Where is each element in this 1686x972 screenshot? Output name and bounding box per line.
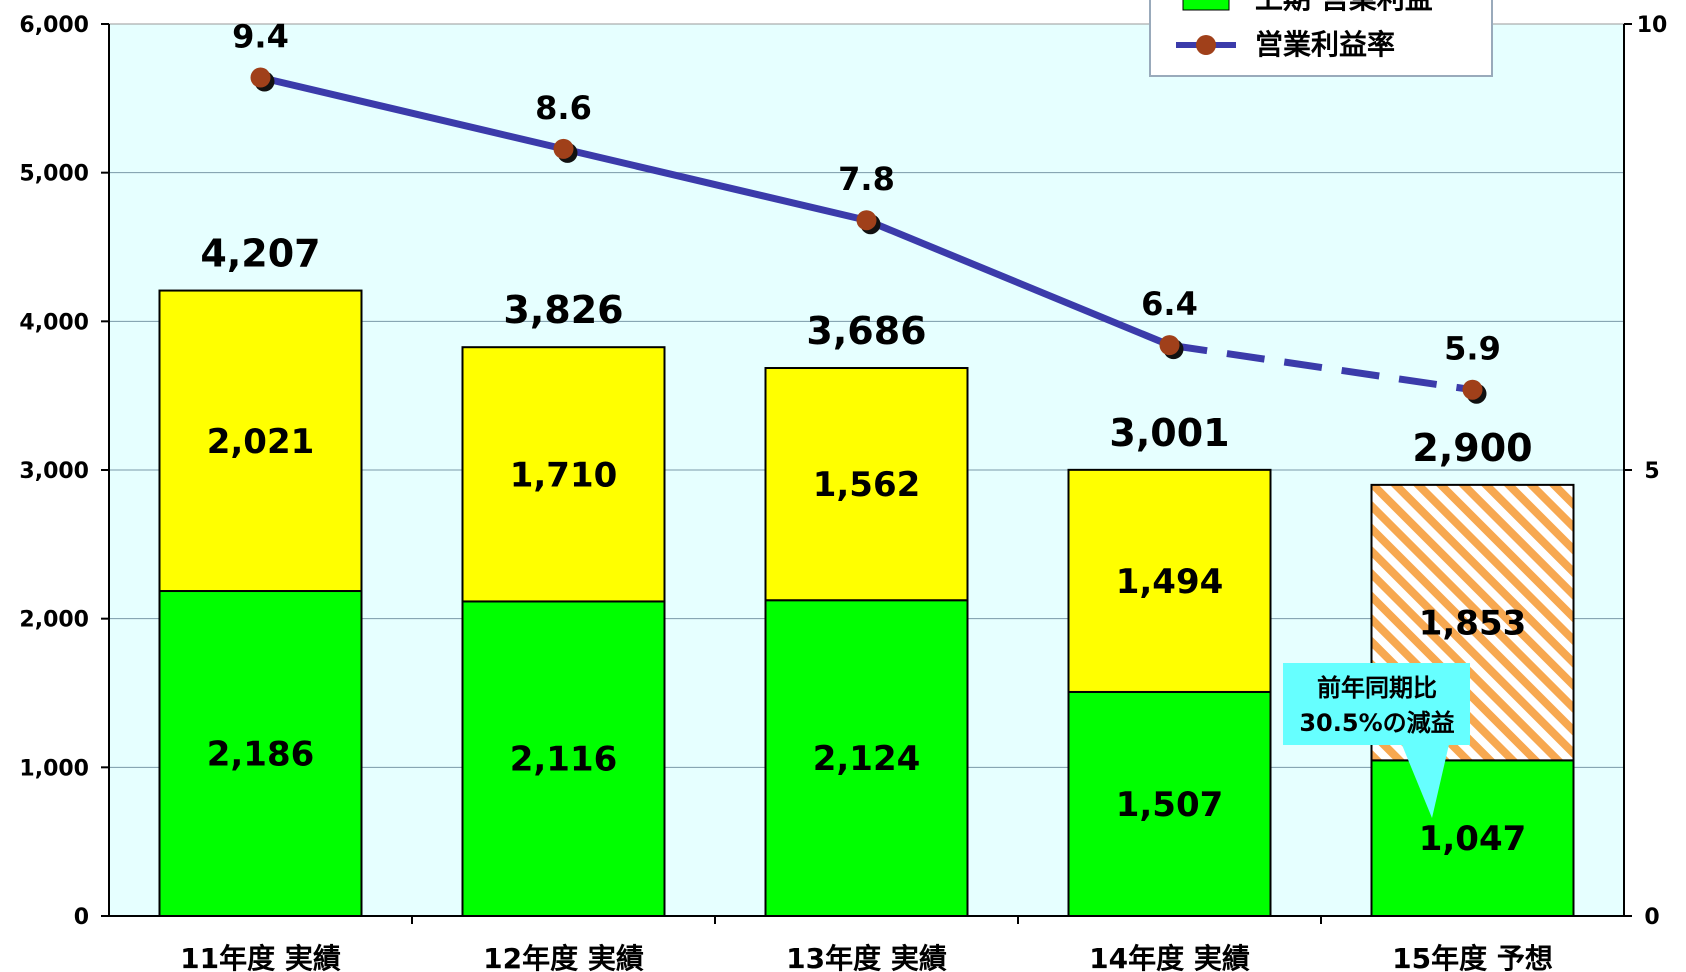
bar-segment-lower bbox=[461, 600, 666, 917]
bar-segment-upper bbox=[158, 289, 363, 593]
bar-label-upper: 1,710 bbox=[510, 455, 618, 495]
rate-point bbox=[553, 138, 574, 159]
legend-entry-1: 上期 営業利益 bbox=[1255, 0, 1433, 15]
bar-label-upper: 1,562 bbox=[813, 465, 921, 505]
bars: 2,186 2,021 4,207 2,116 1,710 3,826 2,124 1,562… bbox=[158, 232, 1575, 918]
rate-line: 9.4 8.6 7.8 6.4 5.9 bbox=[232, 18, 1501, 404]
bar-segment-upper bbox=[461, 346, 666, 603]
bar-label-upper: 2,021 bbox=[207, 422, 315, 462]
bar-label-upper: 1,853 bbox=[1419, 604, 1527, 644]
bar-label-lower: 1,047 bbox=[1419, 819, 1527, 859]
rate-label: 7.8 bbox=[838, 160, 895, 198]
bar-segment-lower bbox=[1370, 759, 1575, 918]
legend-marker bbox=[1196, 35, 1216, 55]
legend-entry-2: 営業利益率 bbox=[1255, 28, 1395, 61]
bar-label-lower: 2,124 bbox=[813, 739, 921, 779]
left-tick-label: 5,000 bbox=[19, 162, 89, 187]
rate-label: 5.9 bbox=[1444, 330, 1501, 368]
bar-total-label: 3,826 bbox=[503, 288, 623, 332]
category-label: 15年度 予想 bbox=[1392, 942, 1553, 972]
category-label: 12年度 実績 bbox=[483, 942, 644, 972]
category-label: 14年度 実績 bbox=[1089, 942, 1250, 972]
left-tick-label: 6,000 bbox=[19, 13, 89, 38]
left-tick-label: 0 bbox=[74, 905, 89, 930]
category-label: 13年度 実績 bbox=[786, 942, 947, 972]
rate-line-segment-forecast bbox=[1168, 341, 1474, 394]
rate-point bbox=[1462, 379, 1483, 400]
rate-line-segment bbox=[562, 145, 868, 224]
rate-point bbox=[856, 210, 877, 231]
legend-swatch-green bbox=[1182, 0, 1230, 11]
left-tick-label: 2,000 bbox=[19, 608, 89, 633]
bar-label-lower: 2,116 bbox=[510, 740, 618, 780]
bar-total-label: 3,686 bbox=[806, 309, 926, 353]
callout-line2: 30.5%の減益 bbox=[1299, 709, 1454, 737]
callout-line1: 前年同期比 bbox=[1317, 674, 1437, 702]
rate-label: 6.4 bbox=[1141, 285, 1198, 323]
rate-line-segment bbox=[865, 217, 1171, 349]
callout-pointer bbox=[1400, 740, 1450, 818]
rate-label: 8.6 bbox=[535, 89, 592, 127]
rate-point bbox=[250, 67, 271, 88]
callout: 前年同期比 30.5%の減益 bbox=[1283, 663, 1470, 818]
rate-point bbox=[1159, 335, 1180, 356]
bar-total-label: 4,207 bbox=[200, 232, 320, 276]
bar-label-lower: 1,507 bbox=[1116, 785, 1224, 825]
rate-line-segment bbox=[259, 74, 565, 153]
left-tick-label: 1,000 bbox=[19, 756, 89, 781]
left-tick-label: 3,000 bbox=[19, 459, 89, 484]
right-tick-label: 5 bbox=[1644, 459, 1659, 484]
bar-segment-lower bbox=[1067, 690, 1272, 918]
bar-total-label: 2,900 bbox=[1412, 426, 1532, 470]
bar-total-label: 3,001 bbox=[1109, 411, 1229, 455]
callout-box bbox=[1283, 663, 1470, 745]
right-tick-label: 0 bbox=[1644, 905, 1659, 930]
bar-segment-upper bbox=[1067, 468, 1272, 693]
rate-label: 9.4 bbox=[232, 18, 289, 56]
legend: 上期 営業利益 営業利益率 bbox=[1149, 0, 1493, 77]
right-tick-label: 10 bbox=[1637, 13, 1668, 38]
category-labels: 11年度 実績 12年度 実績 13年度 実績 14年度 実績 15年度 予想 bbox=[180, 916, 1553, 972]
bar-label-upper: 1,494 bbox=[1116, 562, 1224, 602]
left-axis-ticks: 0 1,000 2,000 3,000 4,000 5,000 6,000 bbox=[19, 13, 109, 930]
category-label: 11年度 実績 bbox=[180, 942, 341, 972]
bar-label-lower: 2,186 bbox=[207, 735, 315, 775]
right-axis-ticks: 0 5 10 bbox=[1624, 13, 1667, 930]
bar-segment-lower bbox=[764, 599, 969, 917]
left-tick-label: 4,000 bbox=[19, 310, 89, 335]
bar-segment-upper bbox=[764, 367, 969, 602]
